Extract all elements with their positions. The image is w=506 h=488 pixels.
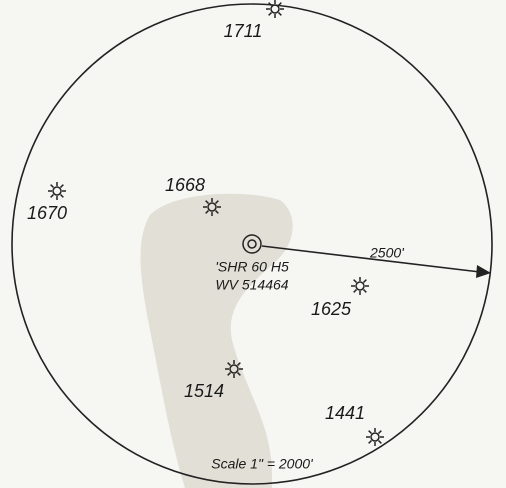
well-label: 1711	[224, 21, 263, 41]
well-ray	[237, 362, 241, 366]
well-ray	[378, 430, 382, 434]
well-ray	[205, 200, 209, 204]
well-ray	[237, 372, 241, 376]
shaded-lateral	[140, 193, 293, 488]
well-ray	[268, 12, 272, 16]
arrow-head	[476, 265, 491, 278]
well-ray	[227, 372, 231, 376]
well-ray	[353, 279, 357, 283]
well-ray	[50, 184, 54, 188]
well-ray	[60, 194, 64, 198]
well-ray	[50, 194, 54, 198]
well-ray	[363, 289, 367, 293]
center-label: WV 514464	[215, 277, 288, 293]
well-label: 1670	[27, 203, 67, 223]
well-symbol	[52, 186, 62, 196]
center-well-inner	[247, 239, 257, 249]
well-ray	[278, 12, 282, 16]
well-ray	[205, 210, 209, 214]
center-well-outer	[242, 234, 262, 254]
radius-label: 2500'	[369, 245, 405, 261]
scale-label: Scale 1" = 2000'	[211, 456, 314, 472]
center-label: 'SHR 60 H5	[215, 259, 289, 275]
well-label: 1441	[325, 403, 365, 423]
well-ray	[368, 430, 372, 434]
well-label: 1514	[184, 381, 224, 401]
well-symbol	[229, 364, 239, 374]
well-symbol	[207, 202, 217, 212]
well-ray	[353, 289, 357, 293]
well-ray	[215, 210, 219, 214]
well-ray	[363, 279, 367, 283]
radius-arrow	[261, 245, 481, 273]
well-ray	[378, 440, 382, 444]
well-symbol	[370, 432, 380, 442]
radius-circle	[11, 3, 493, 485]
well-label: 1668	[165, 175, 205, 195]
well-ray	[368, 440, 372, 444]
well-symbol	[270, 4, 280, 14]
well-ray	[215, 200, 219, 204]
well-ray	[227, 362, 231, 366]
well-ray	[278, 2, 282, 6]
well-ray	[268, 2, 272, 6]
well-symbol	[355, 281, 365, 291]
well-label: 1625	[311, 299, 352, 319]
well-ray	[60, 184, 64, 188]
